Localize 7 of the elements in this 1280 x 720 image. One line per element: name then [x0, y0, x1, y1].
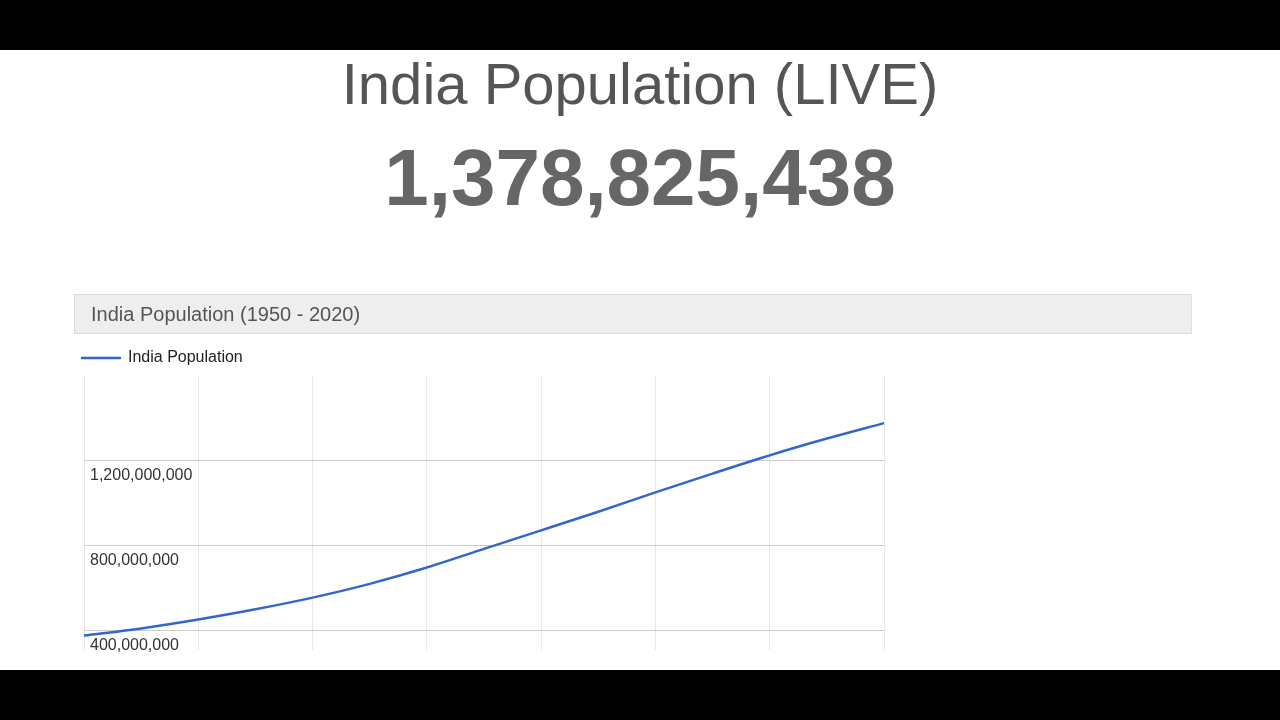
chart-subtitle: 1,378,825,438 [383, 132, 897, 224]
y-tick-label: 800,000,000 [90, 551, 180, 569]
y-tick-label: 1,200,000,000 [90, 466, 193, 484]
text: India Population (1950 - 2020) [74, 294, 1192, 334]
chart-title: India Population (LIVE) [340, 50, 940, 117]
y-tick-label: 400,000,000 [90, 635, 180, 653]
legend-label: India Population [128, 348, 243, 366]
